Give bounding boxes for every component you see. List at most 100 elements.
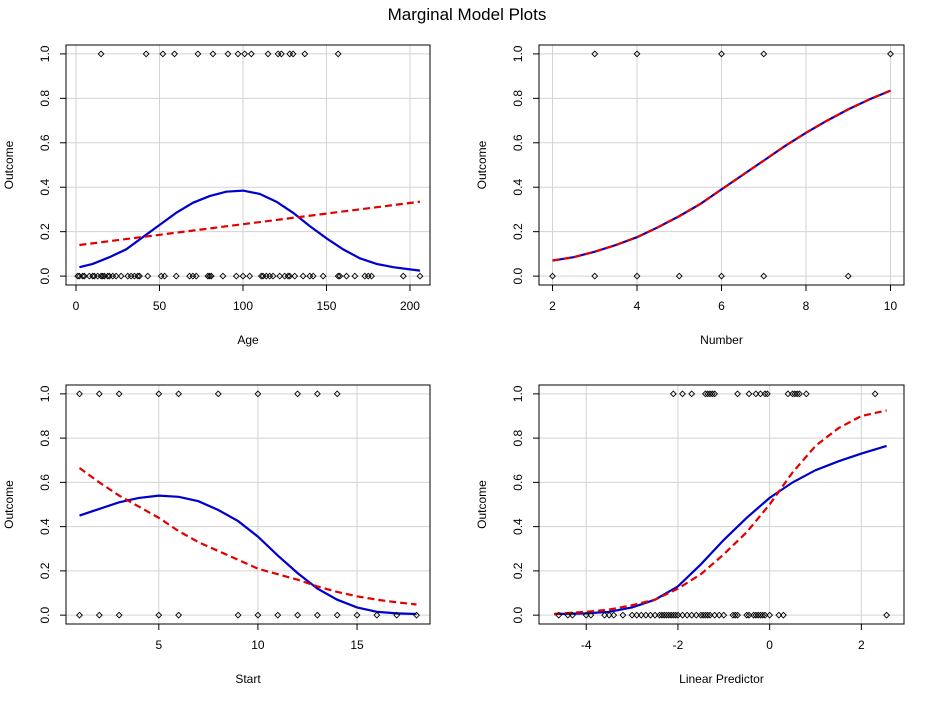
data-point — [104, 272, 112, 280]
data-point — [796, 390, 803, 398]
data-point — [373, 611, 381, 619]
data-point — [549, 272, 556, 280]
data-point — [234, 50, 242, 58]
x-tick-label: -4 — [581, 638, 592, 652]
data-point — [277, 50, 285, 58]
plot-frame — [65, 384, 431, 625]
data-point — [194, 50, 202, 58]
x-tick-label: 15 — [350, 638, 364, 652]
data-point — [246, 272, 254, 280]
data-point — [289, 50, 297, 58]
data-point — [112, 272, 120, 280]
data-point — [743, 611, 751, 619]
data-point — [117, 272, 125, 280]
data-point — [294, 390, 302, 398]
data-point — [214, 390, 222, 398]
data-point — [591, 272, 599, 280]
data-point — [750, 611, 758, 619]
data-point — [656, 611, 664, 619]
data-point — [161, 272, 168, 280]
data-point — [591, 50, 599, 58]
data-point — [688, 390, 696, 398]
x-tick-label: -2 — [673, 638, 684, 652]
series-line-solid — [554, 444, 887, 616]
panels: 0 50 100 150 2000.00.20.40.60.81.0AgeOutcome… — [2, 44, 905, 686]
data-point — [224, 50, 232, 58]
data-point — [175, 390, 183, 398]
data-point — [706, 611, 714, 619]
data-point — [336, 272, 344, 280]
data-point — [159, 50, 167, 58]
y-tick-label: 0.8 — [38, 429, 52, 446]
data-point — [633, 50, 641, 58]
data-point — [759, 611, 767, 619]
data-point — [711, 611, 719, 619]
data-point — [775, 611, 783, 619]
x-axis-label: Linear Predictor — [679, 672, 764, 686]
y-tick-label: 1.0 — [511, 45, 525, 62]
data-point — [692, 611, 700, 619]
data-point — [319, 272, 327, 280]
y-axis-label: Outcome — [2, 480, 16, 529]
data-point — [555, 611, 563, 619]
data-point — [793, 390, 801, 398]
data-point — [760, 272, 768, 280]
x-tick-label: 10 — [251, 638, 265, 652]
data-point — [80, 272, 88, 280]
x-tick-label: 150 — [316, 299, 336, 313]
data-point — [353, 611, 361, 619]
points — [549, 50, 894, 280]
x-tick-label: 100 — [233, 299, 253, 313]
data-point — [752, 611, 760, 619]
data-point — [74, 272, 82, 280]
grid — [66, 385, 430, 624]
y-axis-label: Outcome — [475, 480, 489, 529]
panel-4: -4 -2 0 2 0.0 0.2 0.4 0.6 0.8 1.0 Linear Predictor… — [475, 384, 905, 686]
series-line-solid — [79, 494, 417, 616]
series-line-dashed — [554, 409, 887, 616]
data-point — [718, 50, 725, 58]
data-point — [766, 611, 774, 619]
data-point — [731, 611, 739, 619]
data-point — [679, 390, 686, 398]
data-point — [239, 272, 247, 280]
x-tick-label: 10 — [884, 299, 898, 313]
y-tick-label: 0.8 — [511, 429, 525, 446]
y-tick-label: 0.6 — [511, 474, 525, 491]
data-point — [76, 390, 83, 398]
data-point — [663, 611, 670, 619]
y-tick-label: 0.2 — [511, 562, 525, 579]
data-point — [658, 611, 666, 619]
data-point — [669, 390, 677, 398]
data-point — [651, 611, 659, 619]
data-point — [313, 611, 321, 619]
data-point — [301, 50, 309, 58]
data-point — [209, 50, 217, 58]
data-point — [171, 50, 178, 58]
data-point — [309, 272, 317, 280]
data-point — [871, 390, 879, 398]
y-tick-label: 0.0 — [38, 267, 52, 284]
data-point — [697, 611, 705, 619]
data-point — [887, 50, 894, 58]
data-point — [752, 390, 760, 398]
x-axis-label: Age — [237, 333, 259, 347]
grid — [539, 45, 904, 285]
y-tick-label: 0.8 — [511, 90, 525, 107]
data-point — [115, 390, 123, 398]
y-axis-label: Outcome — [475, 140, 489, 189]
y-tick-label: 0.6 — [38, 474, 52, 491]
data-point — [688, 611, 696, 619]
data-point — [264, 50, 272, 58]
panel-2: 2 4 6 8 10 0.0 0.2 0.4 0.6 0.8 1.0 Number Outcome — [475, 44, 905, 347]
series-line-dashed — [552, 89, 891, 262]
series-line-dashed — [78, 467, 417, 606]
data-point — [601, 611, 609, 619]
data-point — [844, 272, 852, 280]
data-point — [269, 272, 277, 280]
data-point — [704, 390, 712, 398]
data-point — [711, 390, 719, 398]
x-tick-label: 2 — [549, 299, 556, 313]
data-point — [757, 390, 764, 398]
data-point — [587, 611, 595, 619]
